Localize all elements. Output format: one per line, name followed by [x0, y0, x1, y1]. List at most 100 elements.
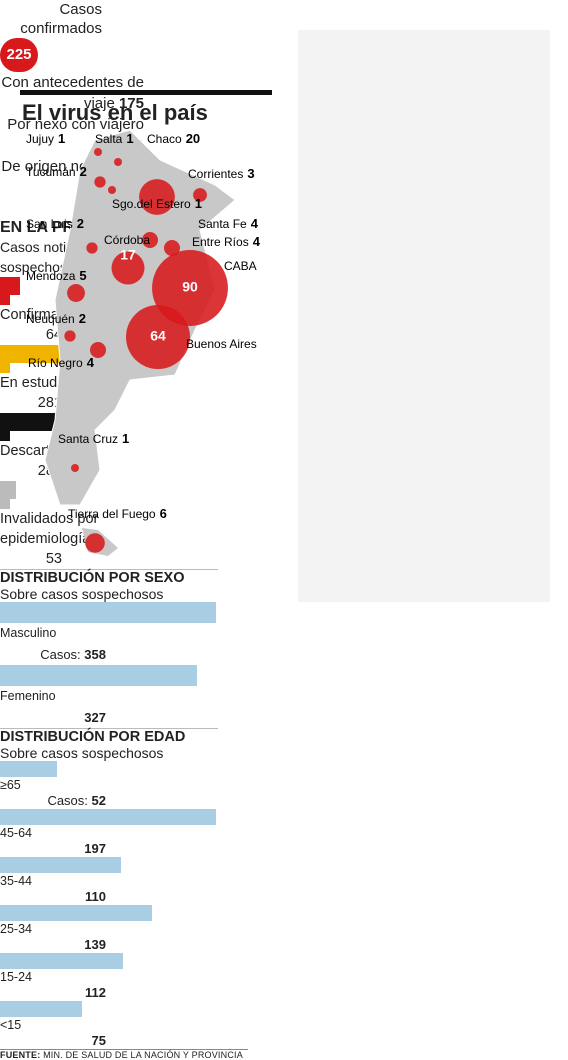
province-name: Mendoza — [26, 269, 76, 283]
bar — [0, 761, 57, 777]
bar — [0, 602, 216, 623]
province-name: Chaco — [147, 132, 182, 146]
legend-swatch — [0, 363, 10, 373]
province-name: Tierra del Fuego — [68, 507, 156, 521]
bubble — [94, 148, 102, 156]
province-name: Santa Fe — [198, 217, 247, 231]
province-value: 4 — [251, 216, 259, 231]
province-value: 4 — [253, 234, 261, 249]
bubble — [71, 464, 79, 472]
summary-label: Casos confirmados — [20, 1, 102, 37]
page: El virus en el país Jujuy 1 Salta 1 Chaco 20 T… — [0, 1, 550, 1060]
province-value: 5 — [79, 268, 86, 283]
province-value: 3 — [247, 166, 254, 181]
bubble — [64, 330, 76, 342]
province-name: Santa Cruz — [58, 432, 118, 446]
value-caption: Casos: — [40, 647, 81, 662]
province-value: 6 — [160, 506, 167, 521]
province-label: Neuquén 2 — [26, 311, 86, 326]
legend-name: Invalidados por epidemiología: — [0, 511, 99, 547]
bubble — [142, 232, 158, 248]
province-name: Jujuy — [26, 132, 54, 146]
province-name: Sgo.del Estero — [112, 197, 191, 211]
map-title: El virus en el país — [22, 100, 208, 125]
summary-value: 175 — [118, 95, 144, 112]
bar — [0, 665, 198, 686]
province-name: CABA — [224, 259, 257, 273]
province-value: 20 — [186, 131, 200, 146]
bar-value-box: 112 — [0, 985, 106, 1001]
bar-value: 358 — [84, 647, 106, 662]
province-value: 1 — [58, 131, 65, 146]
legend-swatch — [0, 295, 10, 305]
legend-swatch — [0, 431, 10, 441]
province-label: Buenos Aires — [186, 337, 257, 351]
stacked-segment — [0, 481, 17, 499]
province-label: Santa Fe 4 — [198, 216, 259, 231]
bubble — [164, 240, 180, 256]
stacked-segment — [0, 277, 20, 295]
province-value: 1 — [126, 131, 133, 146]
summary-item: Con antecedentes de viaje 175 — [0, 72, 144, 114]
province-value: 1 — [122, 431, 129, 446]
bar-category: 15-24 — [0, 970, 32, 984]
bubble — [94, 176, 106, 188]
section-subtitle: Sobre casos sospechosos — [0, 745, 164, 761]
bubble — [193, 188, 207, 202]
bar-value-box: Casos: 358 — [0, 644, 106, 665]
section-subtitle: Sobre casos sospechosos — [0, 586, 164, 602]
province-label: Sgo.del Estero 1 — [112, 196, 202, 211]
bar — [0, 953, 123, 969]
bubble-value: 17 — [120, 247, 136, 263]
bar-value-box: 110 — [0, 889, 106, 905]
section-title: DISTRIBUCIÓN POR EDAD — [0, 729, 186, 745]
bar-category: 45-64 — [0, 826, 32, 840]
province-label: Tierra del Fuego 6 — [68, 506, 167, 521]
title-rule — [20, 90, 272, 95]
province-name: Córdoba — [104, 233, 150, 247]
bubble — [114, 158, 122, 166]
province-value: 2 — [77, 216, 84, 231]
province-value: 2 — [80, 164, 87, 179]
bar — [0, 905, 153, 921]
bar-value-box: 139 — [0, 937, 106, 953]
bubble — [126, 305, 190, 369]
bar — [0, 809, 216, 825]
bar-category: <15 — [0, 1018, 22, 1032]
bar-value-box: 197 — [0, 841, 106, 857]
summary-badge: 225 — [0, 38, 38, 72]
province-name: Buenos Aires — [186, 337, 257, 351]
bar-value-box: Casos: 52 — [0, 793, 106, 809]
bubble — [139, 179, 175, 215]
right-panel — [298, 30, 550, 602]
bar-value: 197 — [84, 841, 106, 856]
province-value: 1 — [195, 196, 202, 211]
source-label: FUENTE: — [0, 1050, 41, 1060]
bar-category: Femenino — [0, 689, 56, 703]
province-value: 4 — [87, 355, 95, 370]
bubble — [90, 342, 106, 358]
bubble — [67, 284, 85, 302]
bubble — [85, 533, 105, 553]
bubble — [111, 251, 145, 285]
province-label: Corrientes 3 — [188, 166, 255, 181]
bar-category: 25-34 — [0, 922, 32, 936]
bar-value: 112 — [85, 985, 106, 1000]
section-title: DISTRIBUCIÓN POR SEXO — [0, 570, 185, 586]
province-label: Salta 1 — [95, 131, 134, 146]
province-name: Río Negro — [28, 356, 83, 370]
bar-value-box: 75 — [0, 1033, 106, 1049]
divider — [0, 569, 218, 570]
bar-value: 52 — [91, 793, 106, 808]
province-label: Santa Cruz 1 — [58, 431, 129, 446]
bubble — [152, 250, 228, 326]
province-value: 2 — [79, 311, 86, 326]
province-label: Entre Ríos 4 — [192, 234, 261, 249]
summary-label: Por nexo con viajero — [7, 116, 144, 133]
source: FUENTE: MIN. DE SALUD DE LA NACIÓN Y PRO… — [0, 1050, 568, 1060]
province-label: CABA — [224, 259, 257, 273]
bar-category: ≥65 — [0, 778, 21, 792]
bar-value-box: 327 — [0, 707, 106, 728]
bubble-value: 64 — [150, 328, 166, 344]
province-label: Chaco 20 — [147, 131, 200, 146]
